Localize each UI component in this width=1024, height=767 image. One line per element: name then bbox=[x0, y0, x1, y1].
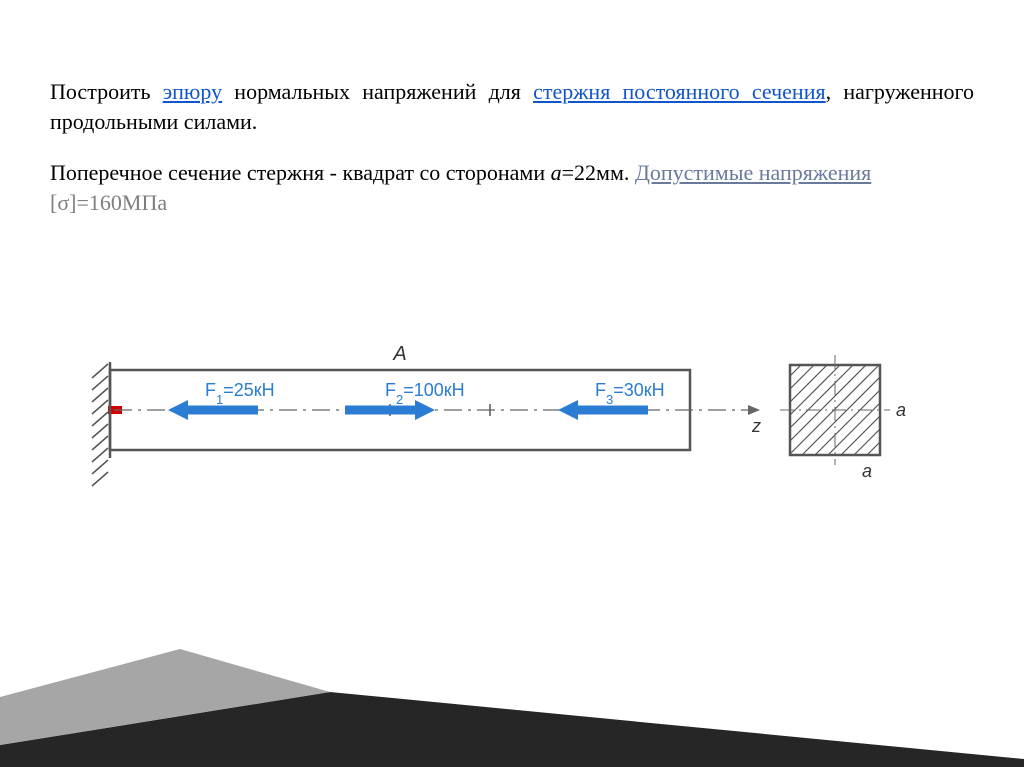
stress-link[interactable]: Допустимые напряжения bbox=[635, 160, 871, 185]
svg-text:F2=100кН: F2=100кН bbox=[385, 380, 465, 407]
svg-text:F1=25кН: F1=25кН bbox=[205, 380, 275, 407]
svg-text:F3=30кН: F3=30кН bbox=[595, 380, 665, 407]
paragraph-1: Построить эпюру нормальных напряжений дл… bbox=[50, 77, 974, 136]
paragraph-2: Поперечное сечение стержня - квадрат со … bbox=[50, 158, 974, 217]
svg-text:a: a bbox=[896, 400, 906, 420]
svg-text:a: a bbox=[862, 461, 872, 481]
text: [σ]=160МПа bbox=[50, 190, 167, 215]
svg-text:z: z bbox=[751, 416, 761, 436]
slide: Построить эпюру нормальных напряжений дл… bbox=[0, 0, 1024, 767]
slide-corner-fold bbox=[0, 637, 1024, 767]
text-content: Построить эпюру нормальных напряжений дл… bbox=[50, 55, 974, 240]
epure-link[interactable]: эпюру bbox=[163, 79, 222, 104]
text: Поперечное сечение стержня - квадрат со … bbox=[50, 160, 551, 185]
rod-link[interactable]: стержня постоянного сечения bbox=[533, 79, 826, 104]
beam-diagram: Az F1=25кН F2=100кН F3=30кН a a bbox=[90, 340, 910, 515]
text: Построить bbox=[50, 79, 163, 104]
var-a: a bbox=[551, 160, 562, 185]
svg-text:A: A bbox=[392, 343, 406, 365]
text: нормальных напряжений для bbox=[222, 79, 533, 104]
text: =22мм. bbox=[562, 160, 635, 185]
